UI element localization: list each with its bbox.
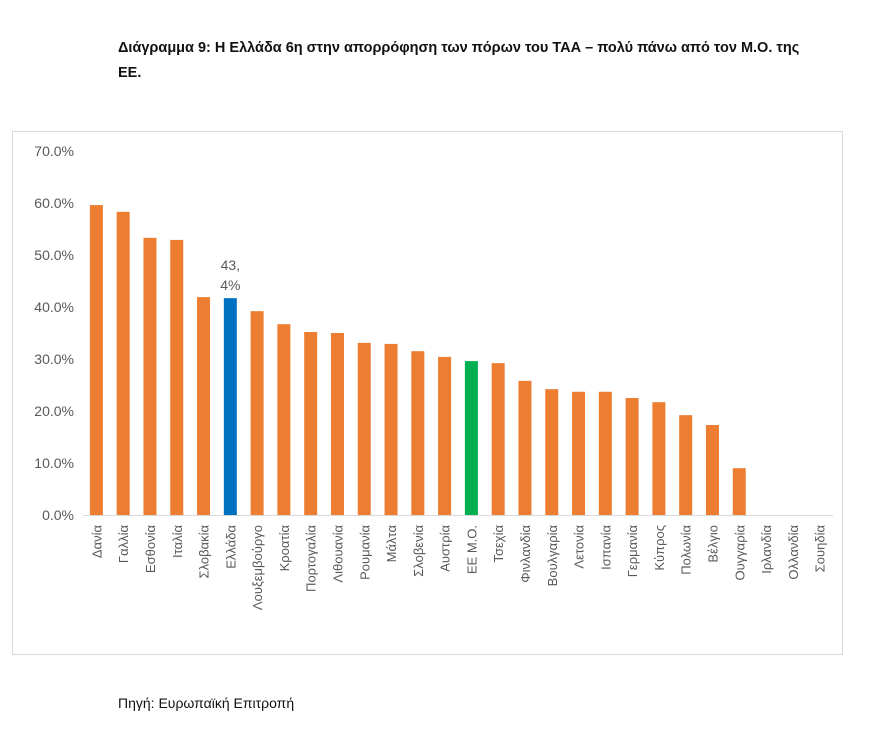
- x-tick-label: Πολωνία: [679, 525, 694, 575]
- chart-frame: [12, 131, 843, 655]
- bar: [598, 391, 612, 515]
- bar: [197, 297, 211, 515]
- x-tick-label: Σλοβακία: [197, 525, 212, 579]
- x-tick-label: Σουηδία: [813, 525, 828, 573]
- x-tick-label: Ρουμανία: [357, 525, 372, 580]
- bar: [464, 361, 478, 515]
- y-tick-label: 30.0%: [34, 351, 74, 367]
- x-tick-label: Ουγγαρία: [732, 525, 747, 581]
- bar: [304, 331, 318, 515]
- bar: [330, 333, 344, 515]
- bar: [732, 468, 746, 515]
- x-tick-label: Δανία: [89, 525, 104, 559]
- y-tick-label: 70.0%: [34, 143, 74, 159]
- data-label: 43,: [221, 257, 240, 273]
- x-tick-label: Κροατία: [277, 525, 292, 572]
- bar: [545, 389, 559, 515]
- y-tick-label: 60.0%: [34, 195, 74, 211]
- x-tick-label: Κύπρος: [652, 525, 667, 571]
- x-tick-label: Ελλάδα: [223, 525, 238, 569]
- bar: [116, 211, 130, 515]
- x-tick-label: Σλοβενία: [411, 525, 426, 577]
- y-tick-label: 20.0%: [34, 403, 74, 419]
- y-tick-label: 50.0%: [34, 247, 74, 263]
- x-tick-label: Ισπανία: [598, 525, 613, 570]
- bar: [491, 363, 505, 515]
- x-tick-label: Αυστρία: [438, 525, 453, 572]
- bar: [223, 298, 237, 515]
- x-tick-label: Μάλτα: [384, 525, 399, 563]
- bar: [652, 402, 666, 515]
- bar: [89, 205, 103, 515]
- bar: [384, 343, 398, 515]
- x-tick-label: Γαλλία: [116, 525, 131, 564]
- bar: [572, 391, 586, 515]
- x-tick-label: Λουξεμβούργο: [250, 525, 265, 610]
- source-note: Πηγή: Ευρωπαϊκή Επιτροπή: [118, 695, 295, 711]
- bar: [625, 398, 639, 515]
- bar: [277, 324, 291, 515]
- bar: [143, 237, 157, 515]
- x-tick-label: Λετονία: [572, 525, 587, 569]
- bar: [518, 380, 532, 515]
- bar: [250, 311, 264, 515]
- y-tick-label: 10.0%: [34, 455, 74, 471]
- bar: [357, 342, 371, 515]
- x-tick-label: Τσεχία: [491, 525, 506, 563]
- x-tick-label: Λιθουανία: [330, 525, 345, 583]
- x-tick-label: Ιρλανδία: [759, 525, 774, 574]
- x-tick-label: Βουλγαρία: [545, 525, 560, 587]
- x-tick-label: Βέλγιο: [705, 525, 720, 563]
- bar: [679, 415, 693, 515]
- bar: [438, 356, 452, 515]
- x-tick-label: Γερμανία: [625, 525, 640, 578]
- data-label: 4%: [220, 277, 240, 293]
- bar: [705, 425, 719, 515]
- y-tick-label: 40.0%: [34, 299, 74, 315]
- x-tick-label: Πορτογαλία: [304, 525, 319, 592]
- y-tick-label: 0.0%: [42, 507, 74, 523]
- x-tick-label: Ολλανδία: [786, 525, 801, 580]
- bar: [411, 351, 425, 515]
- x-tick-label: Ιταλία: [170, 525, 185, 558]
- x-tick-label: ΕΕ Μ.Ο.: [464, 525, 479, 574]
- x-tick-label: Φινλανδία: [518, 525, 533, 583]
- x-tick-label: Εσθονία: [143, 525, 158, 574]
- bar: [170, 239, 184, 516]
- chart-title: Διάγραμμα 9: Η Ελλάδα 6η στην απορρόφηση…: [118, 40, 800, 81]
